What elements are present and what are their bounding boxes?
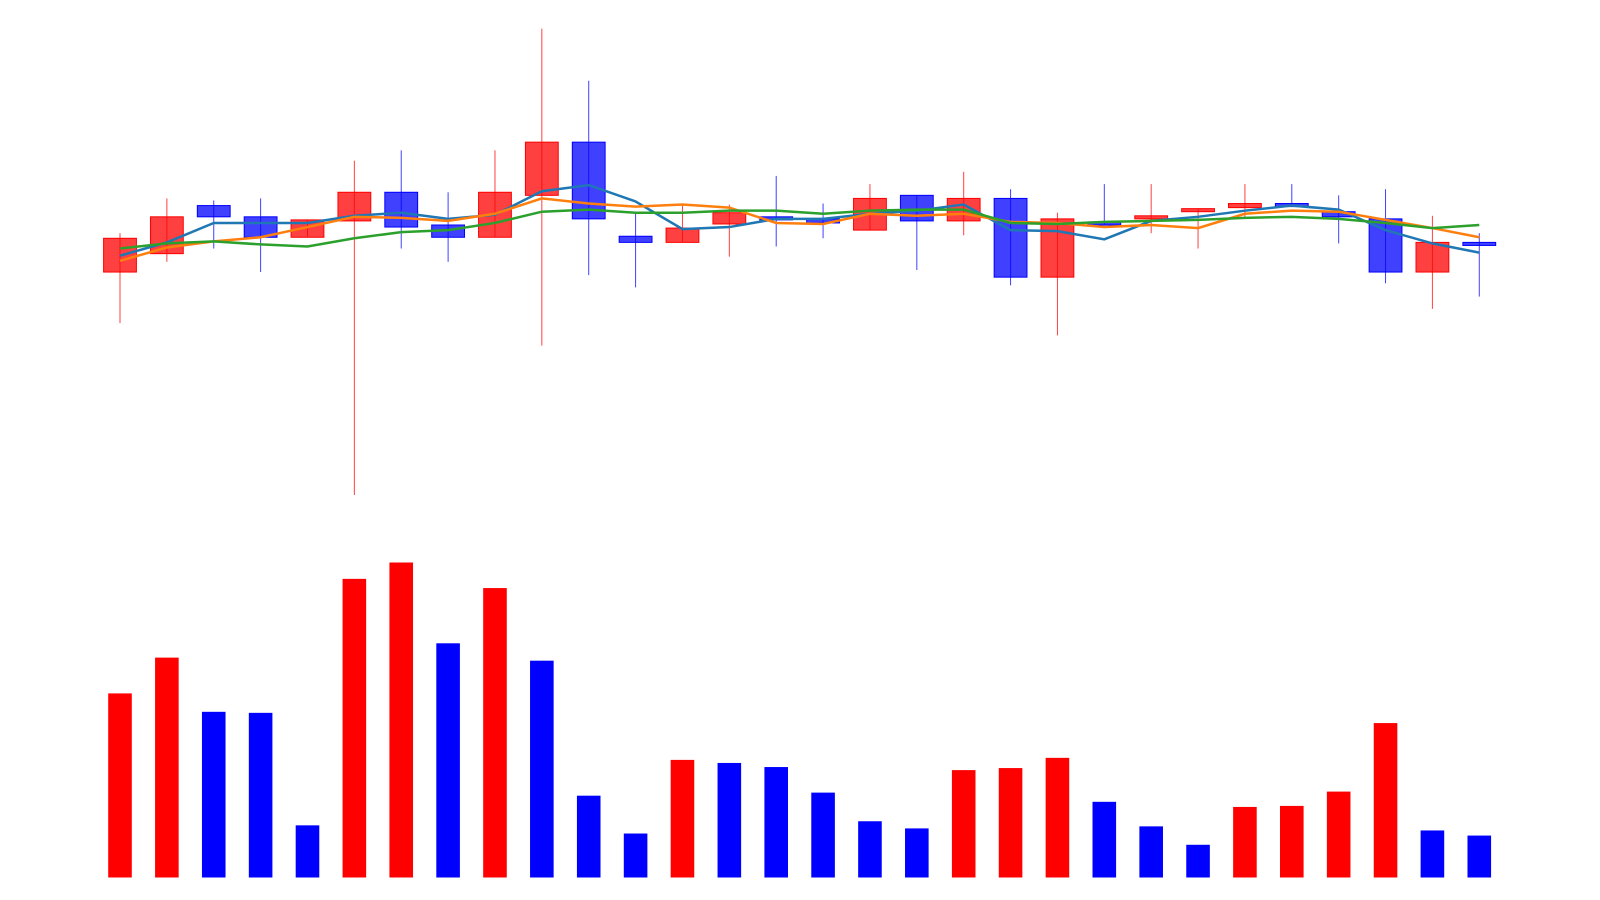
- candle-body: [524, 141, 559, 196]
- candle-body: [993, 197, 1028, 278]
- volume-bar: [717, 762, 742, 878]
- volume-bar: [670, 759, 695, 878]
- candle-body: [1040, 218, 1075, 278]
- candle-body: [571, 141, 606, 220]
- volume-bar: [858, 821, 882, 878]
- candle-body: [1415, 241, 1450, 273]
- volume-bar: [155, 657, 179, 878]
- candle-body: [1134, 215, 1169, 220]
- candle-body: [712, 212, 747, 225]
- volume-bar: [1045, 757, 1070, 878]
- volume-bar: [1233, 806, 1257, 878]
- volume-bar: [389, 562, 414, 878]
- moving-average: [119, 183, 1480, 257]
- candle-body: [196, 205, 231, 218]
- volume-bar: [201, 711, 226, 878]
- volume-bar: [248, 712, 273, 878]
- volume-bar: [1326, 791, 1351, 878]
- volume-bar: [1420, 830, 1445, 878]
- volume-bar: [530, 660, 554, 878]
- candle-body: [1462, 241, 1497, 246]
- volume-bar: [576, 795, 601, 878]
- candle-body: [618, 235, 653, 243]
- volume-bar: [108, 693, 132, 878]
- volume-bar: [1280, 805, 1304, 878]
- volume-bar: [1186, 844, 1210, 878]
- volume-bar: [295, 825, 320, 878]
- volume-bar: [1092, 801, 1117, 878]
- volume-bar: [1467, 835, 1492, 878]
- volume-bar: [764, 767, 788, 878]
- candle-body: [384, 191, 419, 228]
- candle-body: [1181, 208, 1215, 213]
- volume-bar: [811, 792, 835, 878]
- volume-bar: [436, 643, 460, 878]
- moving-average: [119, 197, 1480, 262]
- volume-bar: [342, 578, 367, 878]
- volume-bar: [1373, 723, 1398, 878]
- moving-average: [119, 208, 1480, 250]
- volume-bar: [483, 588, 507, 878]
- volume-bar: [905, 828, 929, 878]
- candle-body: [1368, 218, 1403, 273]
- volume-bar: [998, 768, 1023, 878]
- volume-bar: [623, 833, 648, 878]
- volume-bar: [951, 770, 976, 878]
- candle-body: [1228, 203, 1262, 209]
- volume-bar: [1139, 826, 1163, 878]
